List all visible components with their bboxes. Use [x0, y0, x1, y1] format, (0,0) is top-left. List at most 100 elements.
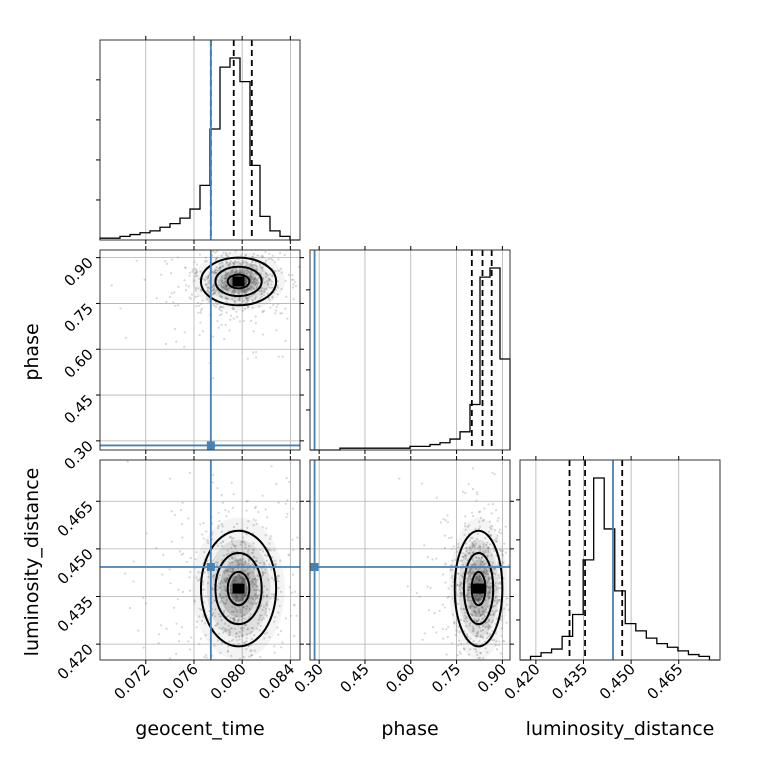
sample-point: [219, 601, 222, 604]
sample-point: [243, 288, 246, 291]
sample-point: [199, 637, 202, 640]
sample-point: [187, 517, 190, 520]
sample-point: [260, 292, 263, 295]
sample-point: [220, 285, 223, 288]
sample-point: [254, 519, 257, 522]
sample-point: [188, 576, 191, 579]
sample-point: [236, 289, 239, 292]
sample-point: [195, 305, 198, 308]
sample-point: [290, 278, 293, 281]
panel-frame: [309, 249, 511, 451]
sample-point: [220, 599, 223, 603]
sample-point: [256, 284, 259, 287]
sample-point: [247, 559, 251, 563]
sample-point: [243, 641, 246, 644]
sample-point: [464, 515, 467, 518]
sample-point: [220, 306, 223, 309]
sample-point: [273, 645, 276, 648]
sample-point: [235, 615, 238, 618]
sample-point: [246, 628, 249, 631]
sample-point: [245, 273, 248, 276]
sample-point: [228, 252, 231, 255]
sample-point: [226, 275, 229, 278]
sample-point: [277, 501, 280, 504]
sample-point: [235, 639, 239, 642]
sample-point: [426, 556, 429, 559]
sample-point: [223, 589, 226, 592]
sample-point: [205, 277, 209, 280]
sample-point: [207, 288, 210, 291]
sample-point: [201, 533, 204, 536]
sample-point: [234, 268, 237, 271]
sample-point: [243, 307, 246, 310]
sample-point: [220, 494, 223, 497]
sample-point: [285, 295, 288, 298]
sample-point: [188, 296, 191, 299]
sample-point: [212, 377, 215, 380]
sample-point: [280, 271, 283, 274]
sample-point: [450, 536, 453, 539]
sample-point: [224, 276, 227, 279]
sample-point: [222, 286, 225, 289]
sample-point: [265, 275, 268, 278]
sample-point: [250, 294, 253, 297]
sample-point: [245, 280, 248, 283]
sample-point: [279, 646, 283, 649]
sample-point: [226, 570, 230, 573]
truth-marker: [310, 562, 319, 571]
sample-point: [213, 292, 216, 295]
sample-point: [263, 585, 266, 588]
sample-point: [415, 592, 418, 595]
sample-point: [199, 289, 203, 292]
sample-point: [201, 588, 205, 591]
sample-point: [270, 465, 273, 468]
sample-point: [142, 596, 145, 600]
sample-point: [277, 633, 280, 636]
sample-point: [253, 280, 256, 283]
sample-point: [259, 272, 262, 275]
sample-point: [189, 297, 192, 300]
sample-point: [233, 289, 236, 292]
density-peak: [232, 276, 245, 287]
sample-point: [227, 552, 230, 555]
sample-point: [217, 511, 220, 514]
sample-point: [241, 259, 244, 262]
sample-point: [261, 525, 264, 529]
sample-point: [259, 655, 262, 659]
sample-point: [254, 261, 257, 264]
sample-point: [200, 307, 204, 310]
sample-point: [249, 275, 252, 279]
sample-point: [498, 640, 501, 643]
sample-point: [168, 568, 171, 571]
sample-point: [180, 509, 183, 512]
sample-point: [250, 278, 253, 281]
sample-point: [276, 286, 280, 289]
sample-point: [241, 289, 244, 293]
sample-point: [215, 257, 218, 260]
sample-point: [244, 291, 247, 294]
sample-point: [504, 525, 507, 528]
sample-point: [220, 287, 224, 290]
sample-point: [263, 281, 266, 284]
sample-point: [239, 269, 242, 273]
sample-point: [251, 602, 254, 605]
sample-point: [199, 321, 202, 324]
sample-point: [244, 253, 247, 257]
sample-point: [272, 303, 275, 306]
sample-point: [448, 536, 451, 540]
sample-point: [246, 289, 249, 292]
sample-point: [222, 306, 225, 309]
sample-point: [208, 618, 211, 621]
sample-point: [173, 606, 176, 609]
sample-point: [478, 510, 481, 514]
sample-point: [203, 655, 206, 659]
sample-point: [214, 624, 217, 627]
sample-point: [225, 289, 228, 293]
sample-point: [242, 655, 245, 659]
sample-point: [262, 277, 265, 280]
sample-point: [237, 298, 240, 301]
sample-point: [183, 331, 186, 334]
sample-point: [220, 274, 223, 277]
sample-point: [231, 290, 234, 293]
